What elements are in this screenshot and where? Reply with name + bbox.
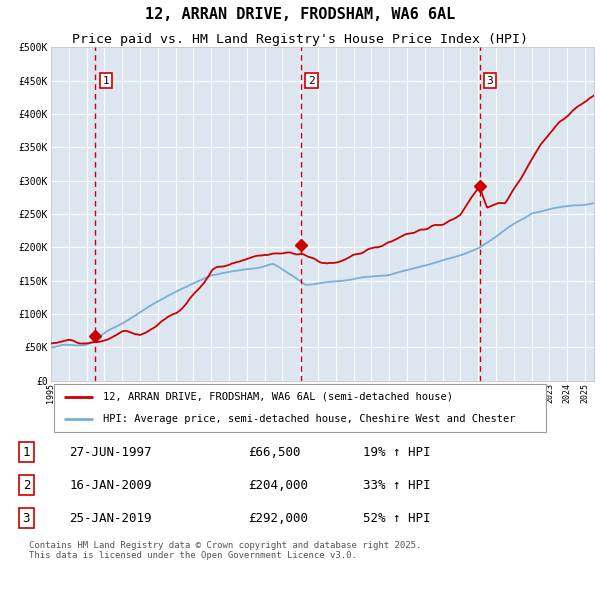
FancyBboxPatch shape	[54, 384, 546, 432]
Text: 1: 1	[103, 76, 109, 86]
Text: 25-JAN-2019: 25-JAN-2019	[70, 512, 152, 525]
Text: 16-JAN-2009: 16-JAN-2009	[70, 478, 152, 492]
Text: 2: 2	[308, 76, 315, 86]
Text: 12, ARRAN DRIVE, FRODSHAM, WA6 6AL (semi-detached house): 12, ARRAN DRIVE, FRODSHAM, WA6 6AL (semi…	[103, 392, 453, 402]
Text: 3: 3	[23, 512, 30, 525]
Text: 27-JUN-1997: 27-JUN-1997	[70, 445, 152, 459]
Text: Price paid vs. HM Land Registry's House Price Index (HPI): Price paid vs. HM Land Registry's House …	[72, 33, 528, 46]
Text: 1: 1	[23, 445, 30, 459]
Text: 19% ↑ HPI: 19% ↑ HPI	[364, 445, 431, 459]
Text: £66,500: £66,500	[248, 445, 301, 459]
Text: 12, ARRAN DRIVE, FRODSHAM, WA6 6AL: 12, ARRAN DRIVE, FRODSHAM, WA6 6AL	[145, 6, 455, 22]
Text: 3: 3	[487, 76, 493, 86]
Text: £204,000: £204,000	[248, 478, 308, 492]
Text: HPI: Average price, semi-detached house, Cheshire West and Chester: HPI: Average price, semi-detached house,…	[103, 414, 516, 424]
Text: 2: 2	[23, 478, 30, 492]
Text: £292,000: £292,000	[248, 512, 308, 525]
Text: 33% ↑ HPI: 33% ↑ HPI	[364, 478, 431, 492]
Text: 52% ↑ HPI: 52% ↑ HPI	[364, 512, 431, 525]
Text: Contains HM Land Registry data © Crown copyright and database right 2025.
This d: Contains HM Land Registry data © Crown c…	[29, 541, 422, 560]
